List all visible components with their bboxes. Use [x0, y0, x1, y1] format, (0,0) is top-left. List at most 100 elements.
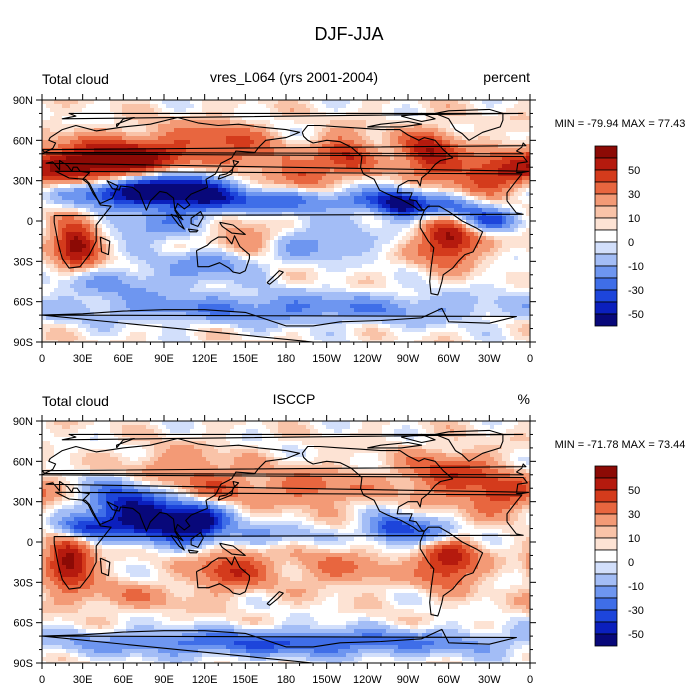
contour-cell: [258, 228, 263, 233]
contour-cell: [90, 176, 95, 181]
contour-cell: [74, 192, 79, 197]
contour-cell: [522, 240, 527, 245]
contour-cell: [138, 252, 143, 257]
contour-cell: [350, 120, 355, 125]
contour-cell: [470, 180, 475, 185]
contour-cell: [106, 188, 111, 193]
contour-cell: [114, 132, 119, 137]
contour-cell: [78, 160, 83, 165]
contour-cell: [334, 220, 339, 225]
contour-cell: [522, 248, 527, 253]
contour-cell: [222, 108, 227, 113]
contour-cell: [206, 220, 211, 225]
contour-cell: [266, 216, 271, 221]
contour-cell: [162, 224, 167, 229]
contour-cell: [178, 104, 183, 109]
contour-cell: [214, 204, 219, 209]
contour-cell: [446, 160, 451, 165]
contour-cell: [490, 252, 495, 257]
contour-cell: [406, 108, 411, 113]
contour-cell: [294, 144, 299, 149]
contour-cell: [202, 112, 207, 117]
contour-cell: [474, 104, 479, 109]
contour-cell: [358, 116, 363, 121]
contour-cell: [150, 104, 155, 109]
contour-cell: [278, 228, 283, 233]
contour-cell: [42, 208, 47, 213]
contour-cell: [514, 124, 519, 129]
contour-cell: [346, 256, 351, 261]
contour-cell: [150, 132, 155, 137]
contour-cell: [338, 108, 343, 113]
contour-cell: [430, 140, 435, 145]
contour-cell: [258, 116, 263, 121]
contour-cell: [282, 200, 287, 205]
contour-cell: [338, 252, 343, 257]
contour-cell: [494, 256, 499, 261]
contour-cell: [246, 212, 251, 217]
contour-cell: [446, 216, 451, 221]
contour-cell: [394, 240, 399, 245]
contour-cell: [526, 184, 530, 189]
contour-cell: [338, 204, 343, 209]
contour-cell: [166, 116, 171, 121]
contour-cell: [374, 256, 379, 261]
contour-cell: [494, 220, 499, 225]
contour-cell: [110, 108, 115, 113]
contour-cell: [62, 132, 67, 137]
contour-cell: [374, 236, 379, 241]
contour-cell: [166, 216, 171, 221]
contour-cell: [274, 168, 279, 173]
contour-cell: [470, 216, 475, 221]
contour-cell: [282, 168, 287, 173]
contour-cell: [178, 196, 183, 201]
contour-cell: [386, 196, 391, 201]
contour-cell: [298, 180, 303, 185]
contour-cell: [386, 248, 391, 253]
contour-cell: [226, 224, 231, 229]
contour-cell: [70, 120, 75, 125]
contour-cell: [210, 248, 215, 253]
contour-cell: [342, 232, 347, 237]
contour-cell: [118, 136, 123, 141]
contour-cell: [246, 124, 251, 129]
contour-cell: [130, 212, 135, 217]
contour-cell: [134, 120, 139, 125]
contour-cell: [170, 220, 175, 225]
contour-cell: [254, 220, 259, 225]
contour-cell: [434, 236, 439, 241]
contour-cell: [158, 172, 163, 177]
contour-cell: [82, 104, 87, 109]
contour-cell: [442, 100, 447, 105]
contour-cell: [518, 148, 523, 153]
contour-cell: [454, 224, 459, 229]
contour-cell: [354, 256, 359, 261]
contour-cell: [478, 120, 483, 125]
contour-cell: [306, 200, 311, 205]
contour-cell: [238, 156, 243, 161]
contour-cell: [302, 192, 307, 197]
contour-cell: [114, 196, 119, 201]
contour-cell: [370, 100, 375, 105]
contour-cell: [354, 116, 359, 121]
contour-cell: [70, 232, 75, 237]
contour-cell: [126, 172, 131, 177]
contour-cell: [314, 244, 319, 249]
contour-cell: [398, 248, 403, 253]
contour-cell: [162, 160, 167, 165]
contour-cell: [310, 244, 315, 249]
contour-cell: [454, 148, 459, 153]
contour-cell: [438, 108, 443, 113]
contour-cell: [58, 172, 63, 177]
contour-cell: [270, 164, 275, 169]
contour-cell: [334, 152, 339, 157]
contour-cell: [130, 216, 135, 221]
contour-cell: [478, 172, 483, 177]
contour-cell: [194, 176, 199, 181]
contour-cell: [354, 100, 359, 105]
contour-cell: [138, 168, 143, 173]
contour-cell: [474, 160, 479, 165]
contour-cell: [66, 196, 71, 201]
contour-cell: [422, 124, 427, 129]
contour-cell: [366, 240, 371, 245]
